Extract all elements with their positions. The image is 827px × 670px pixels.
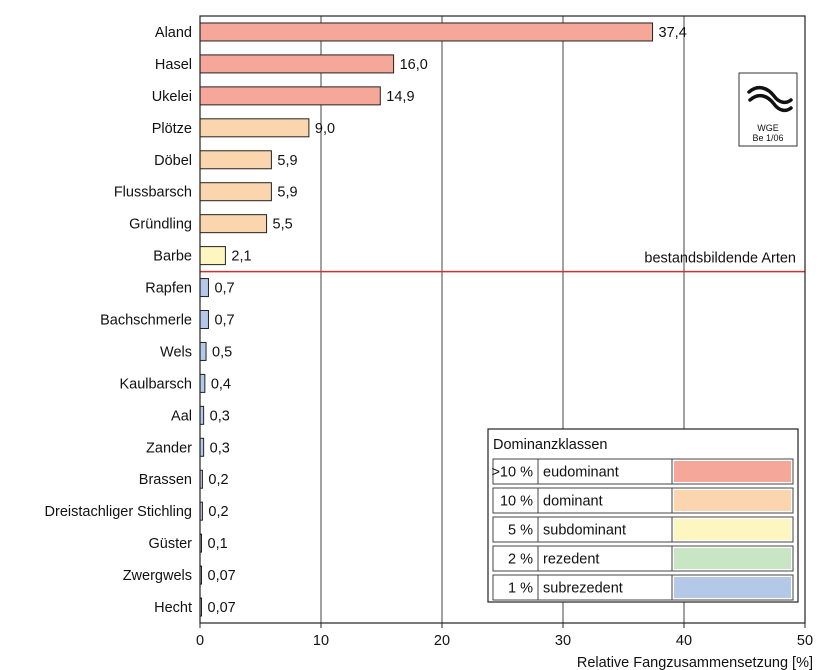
bar [199,54,395,74]
bar [199,182,272,202]
x-tick-label: 10 [313,633,329,649]
x-tick-label: 40 [676,633,692,649]
value-label: 5,5 [273,217,293,233]
logo-line1: WGE [757,123,779,133]
category-label: Aal [171,408,192,424]
legend-threshold: 1 % [508,581,533,597]
value-label: 16,0 [400,57,428,73]
category-label: Wels [160,344,192,360]
threshold-label: bestandsbildende Arten [644,251,796,267]
legend-threshold: 5 % [508,523,533,539]
threshold: bestandsbildende Arten [200,251,805,273]
value-label: 0,4 [211,376,231,392]
legend-swatch [674,548,791,569]
legend-threshold: 2 % [508,552,533,568]
bar [199,214,268,234]
plot-frame [199,15,806,624]
legend-class-name: eudominant [543,465,619,481]
legend-swatch [674,490,791,511]
value-label: 37,4 [659,25,687,41]
category-label: Kaulbarsch [119,376,192,392]
legend: Dominanzklassen >10 % eudominant 10 % domina… [487,428,799,603]
bar [199,246,226,266]
legend-swatch [674,461,791,482]
legend-class-name: dominant [543,494,603,510]
x-tick-label: 0 [196,633,204,649]
category-label: Ukelei [152,89,192,105]
value-label: 9,0 [315,121,335,137]
legend-class-name: rezedent [543,552,599,568]
value-label: 0,3 [210,408,230,424]
value-label: 14,9 [386,89,414,105]
bar [199,278,209,298]
value-label: 0,2 [208,472,228,488]
bar [199,86,381,106]
value-label: 0,5 [212,344,232,360]
value-label: 5,9 [277,185,297,201]
value-label: 0,7 [214,313,234,329]
value-label: 0,2 [208,504,228,520]
category-label: Bachschmerle [100,313,192,329]
x-tick-label: 50 [797,633,813,649]
legend-title: Dominanzklassen [493,437,607,453]
category-label: Plötze [152,121,192,137]
logo-line2: Be 1/06 [752,133,783,143]
legend-swatch [674,519,791,540]
value-label: 0,3 [210,440,230,456]
category-label: Barbe [153,249,192,265]
category-label: Dreistachliger Stichling [45,504,192,520]
bar [199,22,654,42]
category-label: Hecht [154,600,192,616]
category-label: Gründling [129,217,192,233]
legend-class-name: subdominant [543,523,626,539]
category-label: Rapfen [145,281,192,297]
x-tick-label: 30 [555,633,571,649]
category-label: Flussbarsch [114,185,192,201]
value-label: 5,9 [277,153,297,169]
value-label: 2,1 [231,249,251,265]
wge-logo: WGE Be 1/06 [738,72,798,147]
x-tick-label: 20 [434,633,450,649]
category-label: Brassen [139,472,192,488]
legend-class-name: subrezedent [543,581,623,597]
category-label: Aland [155,25,192,41]
value-label: 0,07 [208,568,236,584]
bar [199,310,209,329]
category-label: Zwergwels [123,568,192,584]
bar [199,373,206,393]
value-label: 0,7 [214,281,234,297]
x-axis-ticks: 0 10 20 30 40 50 [196,623,813,649]
value-label: 0,07 [208,600,236,616]
bar [199,341,207,361]
value-label: 0,1 [208,536,228,552]
category-label: Güster [148,536,192,552]
legend-threshold: 10 % [500,494,533,510]
bars: Aland 37,4 Hasel 16,0 Ukelei 14,9 Plötze 9,0 Döb… [45,22,687,617]
legend-box [487,428,799,603]
legend-threshold: >10 % [491,465,533,481]
category-label: Döbel [154,153,192,169]
bar [199,150,272,170]
fish-logo-icon [747,85,793,113]
category-label: Hasel [155,57,192,73]
legend-swatch [674,577,791,598]
category-label: Zander [146,440,192,456]
bar [199,118,310,138]
x-axis-label: Relative Fangzusammensetzung [%] [577,655,813,670]
